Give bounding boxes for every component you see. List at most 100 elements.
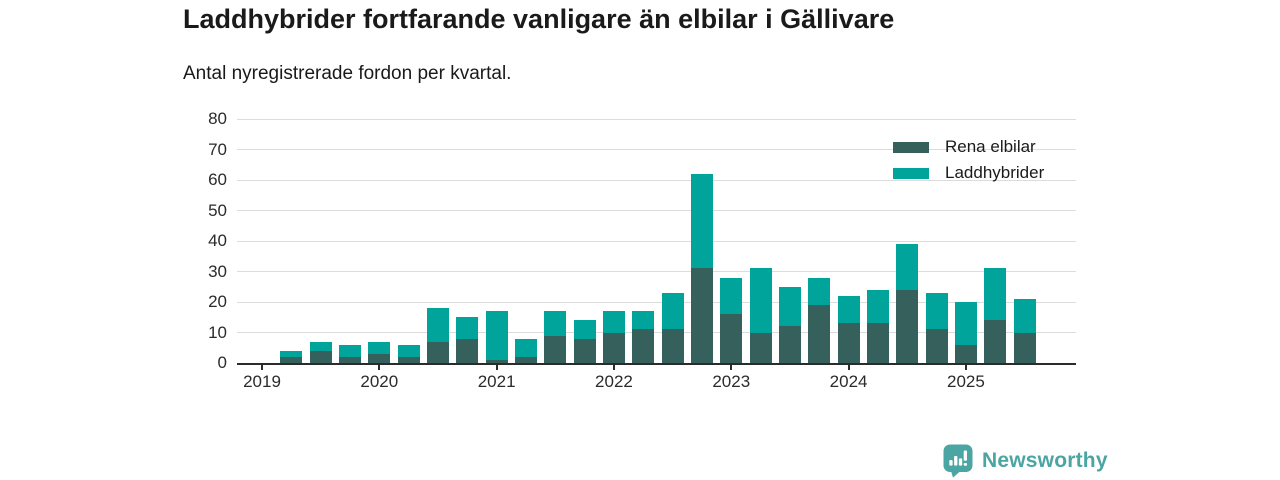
bar-segment-laddhybrider — [690, 173, 713, 269]
legend-label: Rena elbilar — [945, 137, 1036, 156]
bar-segment-rena-elbilar — [984, 320, 1007, 363]
newsworthy-logo: Newsworthy — [943, 444, 1108, 478]
bar-segment-rena-elbilar — [544, 335, 567, 363]
bar-2021-Q4 — [573, 320, 596, 363]
bar-segment-rena-elbilar — [866, 323, 889, 363]
bar-segment-laddhybrider — [280, 350, 303, 357]
bar-segment-rena-elbilar — [485, 359, 508, 363]
plot-area: 2019 2020 2021 2022 2023 2024 2025 — [237, 118, 1076, 391]
bar-segment-rena-elbilar — [778, 326, 801, 363]
y-axis: 0 10 20 30 40 50 60 70 80 — [0, 109, 227, 372]
bar-segment-rena-elbilar — [690, 268, 713, 363]
x-tick-2020 — [378, 363, 381, 370]
x-tick-2025 — [964, 363, 967, 370]
bar-segment-rena-elbilar — [720, 314, 743, 363]
bar-segment-laddhybrider — [544, 311, 567, 336]
bar-2021-Q2 — [514, 338, 537, 363]
bar-2022-Q4 — [690, 173, 713, 363]
bar-2020-Q3 — [426, 308, 449, 363]
bar-segment-rena-elbilar — [338, 356, 361, 363]
bar-2025-Q2 — [984, 268, 1007, 363]
bar-2024-Q4 — [925, 292, 948, 363]
legend-label: Laddhybrider — [945, 163, 1045, 182]
bar-segment-laddhybrider — [573, 320, 596, 339]
bar-2019-Q2 — [280, 350, 303, 363]
gridline-10 — [237, 332, 1076, 333]
bar-2023-Q4 — [808, 277, 831, 363]
x-tick-label-2024: 2024 — [829, 372, 868, 391]
bar-segment-rena-elbilar — [426, 341, 449, 363]
bar-2023-Q2 — [749, 268, 772, 363]
bar-segment-rena-elbilar — [456, 338, 479, 363]
gridline-30 — [237, 271, 1076, 272]
x-tick-label-2021: 2021 — [477, 372, 516, 391]
x-tick-2021 — [495, 363, 498, 370]
bar-2021-Q1 — [485, 311, 508, 363]
bar-2024-Q3 — [896, 244, 919, 363]
bar-2025-Q1 — [954, 302, 977, 363]
y-tick-label-10: 10 — [208, 322, 227, 342]
brand-name: Newsworthy — [982, 449, 1108, 472]
bar-2022-Q1 — [602, 311, 625, 363]
bar-segment-rena-elbilar — [1013, 332, 1036, 363]
bar-segment-rena-elbilar — [573, 338, 596, 363]
y-tick-label-80: 80 — [208, 109, 227, 128]
x-tick-label-2019: 2019 — [243, 372, 281, 391]
bar-2021-Q3 — [544, 311, 567, 363]
bar-segment-laddhybrider — [485, 311, 508, 360]
bar-segment-laddhybrider — [1013, 298, 1036, 333]
bar-2024-Q2 — [866, 289, 889, 363]
y-tick-label-30: 30 — [208, 261, 227, 281]
bar-2022-Q2 — [632, 311, 655, 363]
x-tick-label-2020: 2020 — [360, 372, 399, 391]
legend-swatch — [893, 167, 929, 179]
bar-2023-Q3 — [778, 286, 801, 363]
x-tick-2023 — [730, 363, 733, 370]
bar-2019-Q4 — [338, 344, 361, 363]
bar-segment-laddhybrider — [397, 344, 420, 357]
bar-segment-laddhybrider — [896, 244, 919, 290]
bar-segment-laddhybrider — [368, 341, 391, 354]
y-tick-label-20: 20 — [208, 292, 227, 311]
bar-segment-rena-elbilar — [309, 350, 332, 363]
bar-segment-laddhybrider — [309, 341, 332, 351]
gridline-80 — [237, 118, 1076, 120]
bar-segment-rena-elbilar — [837, 323, 860, 363]
x-tick-label-2023: 2023 — [712, 372, 751, 391]
bar-segment-laddhybrider — [456, 317, 479, 339]
bar-segment-laddhybrider — [954, 302, 977, 345]
bar-segment-laddhybrider — [720, 277, 743, 315]
bar-2020-Q2 — [397, 344, 420, 363]
legend-swatch — [893, 141, 929, 153]
legend-item-laddhybrider: Laddhybrider — [893, 163, 1044, 183]
bar-segment-rena-elbilar — [749, 332, 772, 363]
gridline-40 — [237, 240, 1076, 242]
bar-segment-laddhybrider — [661, 292, 684, 330]
bar-2020-Q1 — [368, 341, 391, 363]
bar-segment-rena-elbilar — [632, 329, 655, 363]
bar-segment-rena-elbilar — [368, 353, 391, 363]
gridline-70 — [237, 149, 1076, 150]
bar-2024-Q1 — [837, 295, 860, 363]
x-tick-label-2025: 2025 — [946, 372, 985, 391]
bar-2023-Q1 — [720, 277, 743, 363]
bar-segment-rena-elbilar — [808, 305, 831, 363]
bar-segment-laddhybrider — [984, 268, 1007, 321]
chart-subtitle: Antal nyregistrerade fordon per kvartal. — [183, 63, 512, 84]
x-tick-2024 — [847, 363, 850, 370]
bar-segment-laddhybrider — [632, 311, 655, 330]
bar-segment-laddhybrider — [866, 289, 889, 324]
bar-2020-Q4 — [456, 317, 479, 363]
y-tick-label-50: 50 — [208, 200, 227, 220]
y-tick-label-70: 70 — [208, 139, 227, 159]
legend-item-rena-elbilar: Rena elbilar — [893, 137, 1044, 157]
bar-segment-rena-elbilar — [896, 289, 919, 363]
bar-segment-rena-elbilar — [661, 329, 684, 363]
bar-2019-Q3 — [309, 341, 332, 363]
gridline-60 — [237, 179, 1076, 181]
bar-segment-laddhybrider — [925, 292, 948, 330]
x-tick-2019 — [261, 363, 263, 370]
bar-segment-rena-elbilar — [397, 356, 420, 363]
bar-segment-laddhybrider — [808, 277, 831, 306]
bar-segment-rena-elbilar — [925, 329, 948, 363]
